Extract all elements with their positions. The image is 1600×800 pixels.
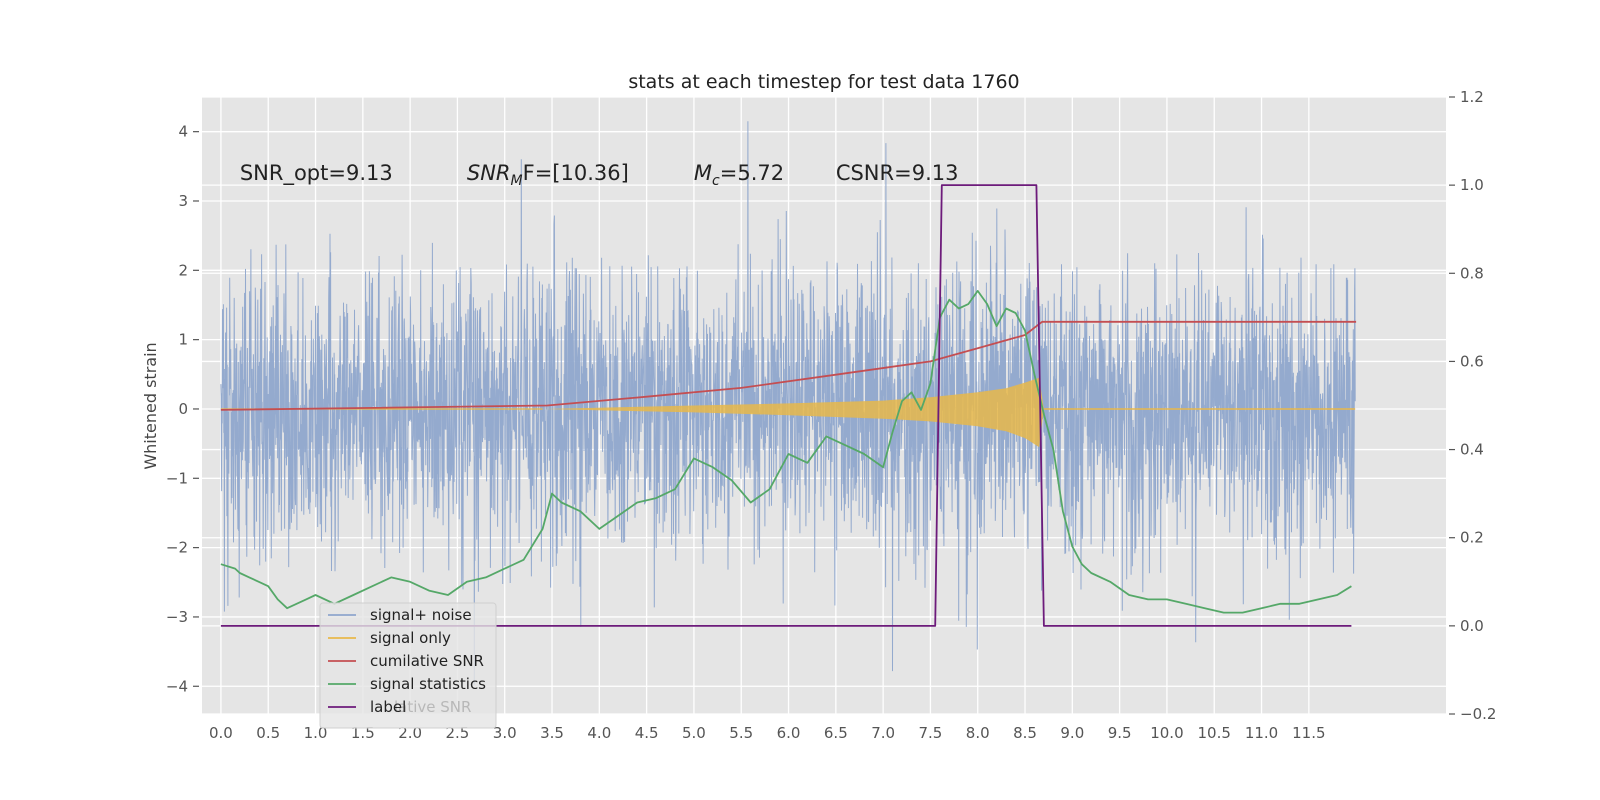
signal-statistics-line — [220, 290, 1352, 614]
series-layer — [220, 184, 1357, 627]
annotation-tail: =5.72 — [720, 161, 784, 185]
x-tick-label: 7.0 — [871, 724, 895, 742]
x-tick-label: 6.5 — [824, 724, 848, 742]
y-tick-label: −1 — [166, 469, 188, 487]
x-tick-label: 8.0 — [966, 724, 990, 742]
annotation-subscript: c — [712, 173, 720, 189]
y-tick-label: 0 — [178, 400, 188, 418]
y2-tick-label: 0.8 — [1460, 264, 1484, 282]
legend-label: signal only — [370, 629, 451, 647]
x-tick-label: 10.5 — [1198, 724, 1231, 742]
x-tick-label: 3.5 — [540, 724, 564, 742]
y2-tick-label: −0.2 — [1460, 705, 1496, 723]
y2-tick-label: 0.0 — [1460, 617, 1484, 635]
y-tick-label: −3 — [166, 608, 188, 626]
legend: lative SNR signal+ noise signal only cumila… — [319, 602, 497, 729]
x-tick-label: 3.0 — [493, 724, 517, 742]
label-line — [220, 184, 1352, 627]
x-tick-label: 7.5 — [918, 724, 942, 742]
x-tick-label: 5.5 — [729, 724, 753, 742]
legend-label: label — [370, 698, 406, 716]
legend-label: cumilative SNR — [370, 652, 484, 670]
x-tick-label: 6.0 — [777, 724, 801, 742]
x-tick-label: 9.0 — [1060, 724, 1084, 742]
signal-noise-series — [220, 121, 1356, 686]
x-tick-label: 4.0 — [587, 724, 611, 742]
y2-tick-label: 0.6 — [1460, 352, 1484, 370]
x-tick-label: 4.5 — [635, 724, 659, 742]
annotation-text: Mc=5.72 — [694, 161, 784, 189]
x-tick-label: 9.5 — [1108, 724, 1132, 742]
annotation-tail: F=[10.36] — [523, 161, 629, 185]
y-tick-label: 1 — [178, 331, 188, 349]
x-tick-label: 5.0 — [682, 724, 706, 742]
y-tick-label: −2 — [166, 539, 188, 557]
chart-title: stats at each timestep for test data 176… — [628, 71, 1019, 93]
x-tick-label: 11.0 — [1245, 724, 1278, 742]
annotation-text: CSNR=9.13 — [836, 161, 959, 185]
y-tick-label: −4 — [166, 677, 188, 695]
x-tick-label: 1.0 — [304, 724, 328, 742]
y-tick-label: 3 — [178, 192, 188, 210]
x-tick-label: 0.5 — [256, 724, 280, 742]
y2-tick-label: 0.4 — [1460, 441, 1484, 459]
annotation-subscript: M — [511, 173, 523, 189]
signal-only-envelope — [542, 377, 1044, 448]
x-tick-label: 8.5 — [1013, 724, 1037, 742]
y2-tick-label: 1.0 — [1460, 176, 1484, 194]
annotation-text: SNRMF=[10.36] — [467, 161, 629, 189]
annotation-main: SNR — [467, 161, 511, 185]
annotation-text: SNR_opt=9.13 — [240, 161, 393, 186]
legend-label: signal statistics — [370, 675, 486, 693]
annotations: SNR_opt=9.13 SNRMF=[10.36] Mc=5.72 CSNR=9.1… — [240, 161, 959, 189]
x-tick-label: 0.0 — [209, 724, 233, 742]
annotation-main: M — [694, 161, 712, 185]
y2-tick-label: 1.2 — [1460, 88, 1484, 106]
legend-ghost-text: lative SNR — [394, 698, 471, 716]
legend-label: signal+ noise — [370, 606, 472, 624]
x-tick-label: 11.5 — [1292, 724, 1325, 742]
cumulative-snr-line — [220, 320, 1357, 411]
legend-box — [319, 602, 497, 729]
y2-tick-label: 0.2 — [1460, 529, 1484, 547]
y-tick-label: 2 — [178, 261, 188, 279]
x-tick-label: 10.0 — [1150, 724, 1183, 742]
y-tick-label: 4 — [178, 123, 188, 141]
tick-labels: 0.0 0.5 1.0 1.5 2.0 2.5 3.0 3.5 4.0 4.5 5.0 5.5 6.0 6… — [166, 88, 1497, 742]
y-axis-title: Whitened strain — [141, 342, 160, 469]
signal-noise-line — [220, 121, 1356, 686]
